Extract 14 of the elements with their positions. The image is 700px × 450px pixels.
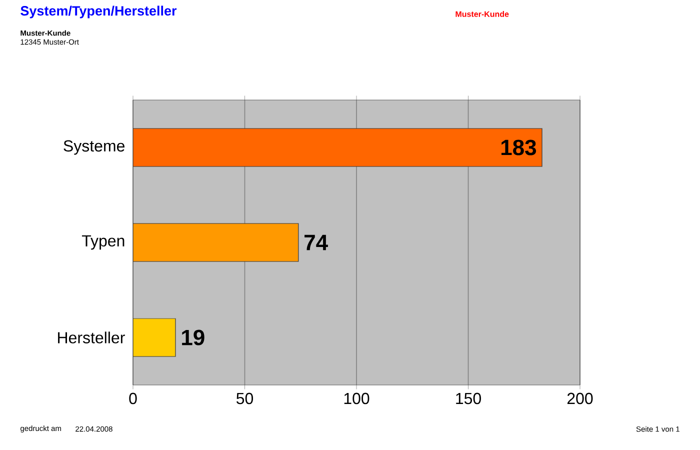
y-tick-label: Typen xyxy=(82,235,124,250)
x-tick-label: 150 xyxy=(456,392,481,404)
data-label: 183 xyxy=(501,140,536,156)
chart-title: System/Typen/Hersteller xyxy=(20,6,177,18)
y-tick-label: Systeme xyxy=(64,140,124,155)
data-label: 74 xyxy=(304,234,328,250)
x-tick-label: 200 xyxy=(567,392,593,404)
x-tick-label: 0 xyxy=(129,392,137,404)
bar xyxy=(133,223,299,262)
data-label: 19 xyxy=(182,330,204,346)
x-tick-label: 100 xyxy=(344,392,370,404)
y-tick-label: Hersteller xyxy=(58,332,125,344)
x-tick-label: 50 xyxy=(236,392,254,404)
text: Muster-Kunde xyxy=(456,11,509,17)
